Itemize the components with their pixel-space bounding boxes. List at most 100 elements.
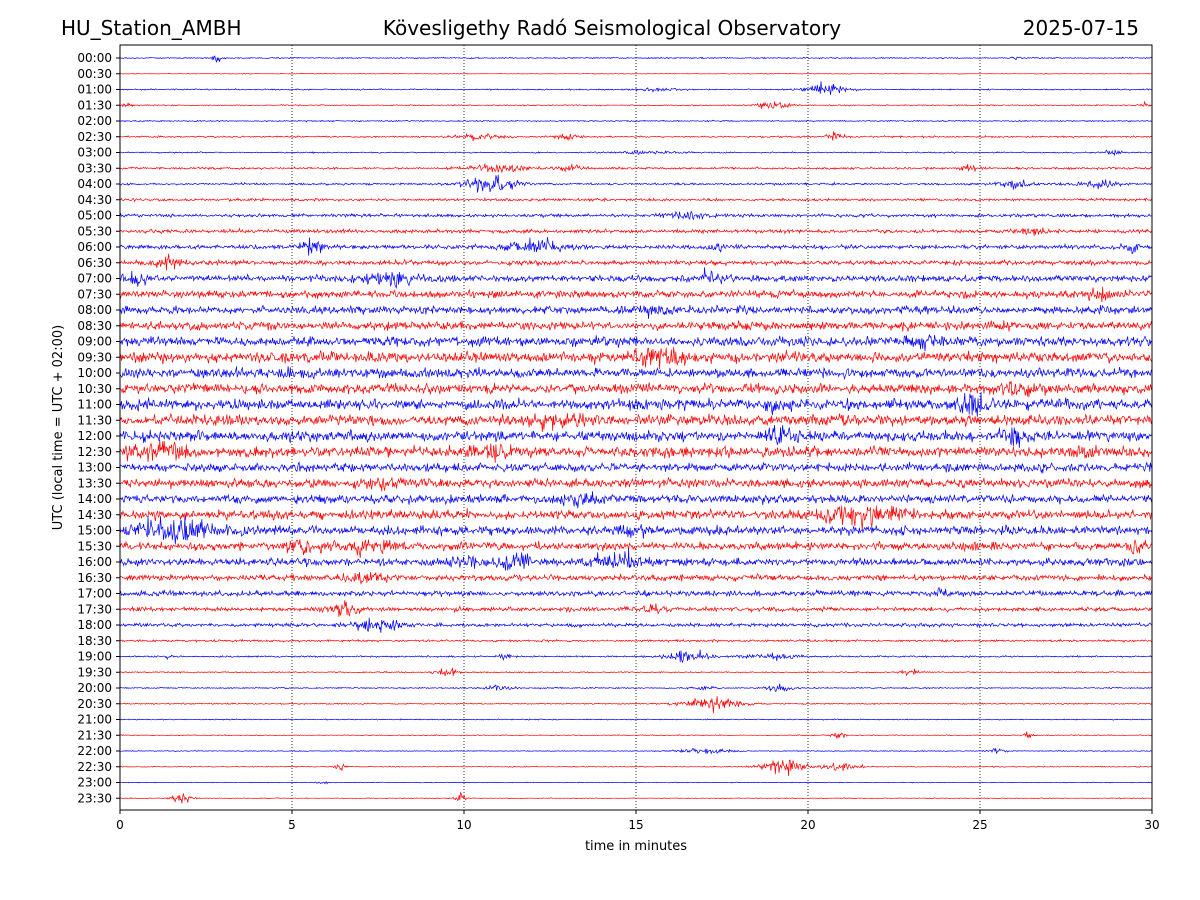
y-tick-label: 05:00 [77, 209, 112, 223]
y-tick-label: 19:30 [77, 665, 112, 679]
y-tick-label: 00:30 [77, 67, 112, 81]
y-tick-label: 12:00 [77, 429, 112, 443]
trace-0700 [120, 267, 1152, 289]
y-tick-label: 22:00 [77, 744, 112, 758]
trace-1030 [120, 381, 1152, 398]
y-tick-label: 22:30 [77, 760, 112, 774]
trace-0430 [120, 196, 1152, 203]
x-tick-label: 15 [628, 818, 643, 832]
y-tick-label: 12:30 [77, 445, 112, 459]
x-tick-label: 30 [1144, 818, 1159, 832]
trace-0100 [120, 81, 1152, 95]
y-tick-label: 07:30 [77, 287, 112, 301]
trace-2330 [120, 791, 1152, 804]
y-tick-label: 02:30 [77, 130, 112, 144]
trace-1430 [120, 505, 1152, 531]
x-axis-label: time in minutes [585, 839, 687, 854]
trace-0330 [120, 163, 1152, 173]
y-tick-label: 14:00 [77, 492, 112, 506]
y-tick-label: 18:00 [77, 618, 112, 632]
trace-0130 [120, 100, 1152, 109]
trace-0630 [120, 253, 1152, 271]
y-tick-label: 10:30 [77, 382, 112, 396]
trace-1830 [120, 638, 1152, 644]
trace-0830 [120, 320, 1152, 332]
y-tick-label: 09:00 [77, 335, 112, 349]
trace-0400 [120, 174, 1152, 193]
trace-1000 [120, 366, 1152, 381]
y-tick-label: 21:00 [77, 713, 112, 727]
x-tick-label: 5 [288, 818, 296, 832]
trace-2230 [120, 759, 1152, 777]
trace-1730 [120, 600, 1152, 617]
y-tick-label: 18:30 [77, 634, 112, 648]
x-tick-label: 25 [972, 818, 987, 832]
y-tick-label: 21:30 [77, 728, 112, 742]
y-tick-label: 11:30 [77, 413, 112, 427]
y-tick-label: 06:00 [77, 240, 112, 254]
trace-1800 [120, 617, 1152, 633]
trace-2000 [120, 683, 1152, 693]
y-tick-label: 13:00 [77, 461, 112, 475]
y-tick-label: 15:00 [77, 524, 112, 538]
x-tick-label: 0 [116, 818, 124, 832]
trace-0530 [120, 227, 1152, 236]
x-tick-label: 20 [800, 818, 815, 832]
trace-2300 [120, 781, 1152, 785]
trace-1700 [120, 586, 1152, 598]
y-tick-label: 14:30 [77, 508, 112, 522]
y-tick-label: 08:00 [77, 303, 112, 317]
y-tick-label: 06:30 [77, 256, 112, 270]
trace-0800 [120, 304, 1152, 319]
trace-2030 [120, 696, 1152, 714]
y-tick-label: 10:00 [77, 366, 112, 380]
y-tick-label: 03:00 [77, 146, 112, 160]
trace-1300 [120, 461, 1152, 474]
y-axis-label: UTC (local time = UTC + 02:00) [51, 325, 66, 530]
trace-2100 [120, 718, 1152, 721]
trace-1100 [120, 391, 1152, 417]
y-tick-label: 20:30 [77, 697, 112, 711]
trace-2200 [120, 747, 1152, 755]
observatory-title: Kövesligethy Radó Seismological Observat… [382, 16, 842, 40]
trace-1500 [120, 515, 1152, 545]
x-tick-label: 10 [456, 818, 471, 832]
trace-0000 [120, 55, 1152, 63]
trace-0230 [120, 131, 1152, 142]
trace-1130 [120, 412, 1152, 433]
y-tick-label: 04:30 [77, 193, 112, 207]
y-tick-label: 17:00 [77, 587, 112, 601]
y-tick-label: 20:00 [77, 681, 112, 695]
y-tick-label: 13:30 [77, 476, 112, 490]
trace-0200 [120, 119, 1152, 123]
y-tick-label: 23:00 [77, 776, 112, 790]
trace-1930 [120, 667, 1152, 677]
station-title: HU_Station_AMBH [61, 16, 242, 40]
y-tick-label: 00:00 [77, 51, 112, 65]
trace-0900 [120, 334, 1152, 352]
trace-0600 [120, 237, 1152, 256]
y-tick-label: 01:30 [77, 98, 112, 112]
y-tick-label: 16:00 [77, 555, 112, 569]
trace-0300 [120, 149, 1152, 157]
y-tick-label: 08:30 [77, 319, 112, 333]
y-tick-label: 16:30 [77, 571, 112, 585]
y-tick-label: 15:30 [77, 539, 112, 553]
trace-1900 [120, 649, 1152, 664]
trace-1600 [120, 548, 1152, 571]
traces-group [120, 55, 1152, 804]
y-tick-label: 23:30 [77, 791, 112, 805]
y-tick-label: 02:00 [77, 114, 112, 128]
y-tick-label: 04:00 [77, 177, 112, 191]
y-tick-label: 05:30 [77, 224, 112, 238]
trace-1230 [120, 440, 1152, 463]
y-tick-label: 07:00 [77, 272, 112, 286]
trace-0500 [120, 210, 1152, 221]
y-tick-label: 09:30 [77, 350, 112, 364]
trace-0730 [120, 286, 1152, 303]
trace-0930 [120, 347, 1152, 370]
date-title: 2025-07-15 [1022, 16, 1139, 40]
trace-1530 [120, 539, 1152, 558]
trace-0030 [120, 72, 1152, 75]
